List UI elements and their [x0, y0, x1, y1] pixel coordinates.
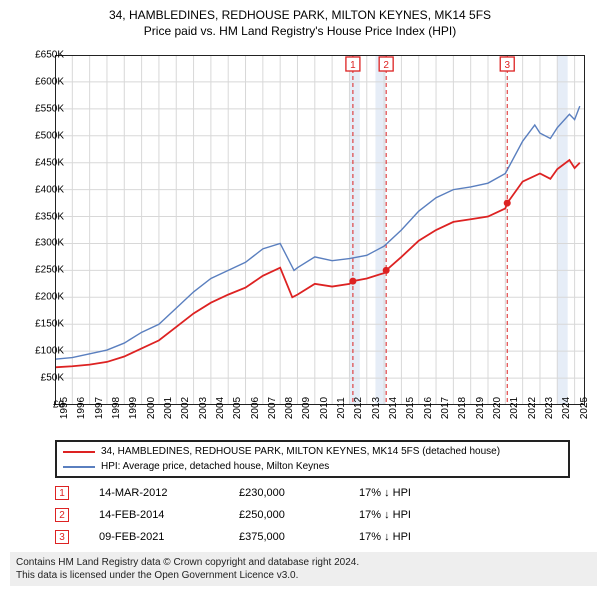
svg-text:3: 3: [504, 60, 510, 71]
sale-row: 1 14-MAR-2012 £230,000 17% ↓ HPI: [55, 482, 459, 504]
x-tick-label: 2010: [319, 397, 330, 419]
sale-row: 3 09-FEB-2021 £375,000 17% ↓ HPI: [55, 526, 459, 548]
x-tick-label: 2023: [544, 397, 555, 419]
chart-title: 34, HAMBLEDINES, REDHOUSE PARK, MILTON K…: [0, 0, 600, 39]
chart-svg: 1 2 3: [55, 55, 585, 405]
chart-container: 34, HAMBLEDINES, REDHOUSE PARK, MILTON K…: [0, 0, 600, 590]
footer-line-1: Contains HM Land Registry data © Crown c…: [16, 556, 591, 569]
y-tick-label: £0: [24, 400, 64, 411]
title-line-2: Price paid vs. HM Land Registry's House …: [0, 24, 600, 40]
sale-price: £375,000: [239, 531, 359, 543]
x-tick-label: 2017: [440, 397, 451, 419]
y-tick-label: £250K: [24, 265, 64, 276]
x-tick-label: 2018: [457, 397, 468, 419]
sale-date: 14-MAR-2012: [99, 487, 239, 499]
x-tick-label: 1999: [128, 397, 139, 419]
x-tick-label: 2005: [232, 397, 243, 419]
sale-row: 2 14-FEB-2014 £250,000 17% ↓ HPI: [55, 504, 459, 526]
x-tick-label: 2009: [301, 397, 312, 419]
x-tick-label: 1997: [94, 397, 105, 419]
x-tick-label: 2022: [527, 397, 538, 419]
title-line-1: 34, HAMBLEDINES, REDHOUSE PARK, MILTON K…: [0, 8, 600, 24]
x-tick-label: 2024: [561, 397, 572, 419]
x-tick-label: 2006: [250, 397, 261, 419]
x-tick-label: 2004: [215, 397, 226, 419]
x-tick-label: 2012: [353, 397, 364, 419]
x-tick-label: 1998: [111, 397, 122, 419]
x-tick-label: 2014: [388, 397, 399, 419]
x-tick-label: 2015: [405, 397, 416, 419]
x-tick-label: 1995: [59, 397, 70, 419]
y-tick-label: £150K: [24, 319, 64, 330]
chart-plot-area: 1 2 3: [55, 55, 585, 405]
x-tick-label: 2013: [371, 397, 382, 419]
x-tick-label: 2025: [579, 397, 590, 419]
legend-line-icon: [63, 466, 95, 468]
x-tick-label: 1996: [76, 397, 87, 419]
y-tick-label: £100K: [24, 346, 64, 357]
x-tick-label: 2007: [267, 397, 278, 419]
x-tick-label: 2002: [180, 397, 191, 419]
y-tick-label: £400K: [24, 184, 64, 195]
legend-row: 34, HAMBLEDINES, REDHOUSE PARK, MILTON K…: [63, 444, 562, 459]
legend-label: 34, HAMBLEDINES, REDHOUSE PARK, MILTON K…: [101, 446, 500, 457]
x-tick-label: 2016: [423, 397, 434, 419]
y-tick-label: £600K: [24, 76, 64, 87]
sale-delta: 17% ↓ HPI: [359, 487, 459, 499]
sales-table: 1 14-MAR-2012 £230,000 17% ↓ HPI 2 14-FE…: [55, 482, 459, 548]
sale-date: 09-FEB-2021: [99, 531, 239, 543]
y-tick-label: £300K: [24, 238, 64, 249]
y-tick-label: £50K: [24, 373, 64, 384]
y-tick-label: £200K: [24, 292, 64, 303]
svg-text:2: 2: [383, 60, 389, 71]
sale-marker-icon: 1: [55, 486, 69, 500]
y-tick-label: £500K: [24, 130, 64, 141]
legend-label: HPI: Average price, detached house, Milt…: [101, 461, 329, 472]
sale-delta: 17% ↓ HPI: [359, 531, 459, 543]
legend-box: 34, HAMBLEDINES, REDHOUSE PARK, MILTON K…: [55, 440, 570, 478]
footer-attribution: Contains HM Land Registry data © Crown c…: [10, 552, 597, 586]
x-tick-label: 2020: [492, 397, 503, 419]
sale-price: £250,000: [239, 509, 359, 521]
sale-delta: 17% ↓ HPI: [359, 509, 459, 521]
y-tick-label: £350K: [24, 211, 64, 222]
svg-text:1: 1: [350, 60, 356, 71]
x-tick-label: 2011: [336, 397, 347, 419]
footer-line-2: This data is licensed under the Open Gov…: [16, 569, 591, 582]
legend-line-icon: [63, 451, 95, 453]
x-tick-label: 2003: [198, 397, 209, 419]
sale-date: 14-FEB-2014: [99, 509, 239, 521]
x-tick-label: 2008: [284, 397, 295, 419]
x-tick-label: 2021: [509, 397, 520, 419]
sale-marker-icon: 3: [55, 530, 69, 544]
y-tick-label: £650K: [24, 50, 64, 61]
y-tick-label: £450K: [24, 157, 64, 168]
legend-row: HPI: Average price, detached house, Milt…: [63, 459, 562, 474]
sale-marker-icon: 2: [55, 508, 69, 522]
x-tick-label: 2001: [163, 397, 174, 419]
x-tick-label: 2019: [475, 397, 486, 419]
x-tick-label: 2000: [146, 397, 157, 419]
y-tick-label: £550K: [24, 103, 64, 114]
sale-price: £230,000: [239, 487, 359, 499]
